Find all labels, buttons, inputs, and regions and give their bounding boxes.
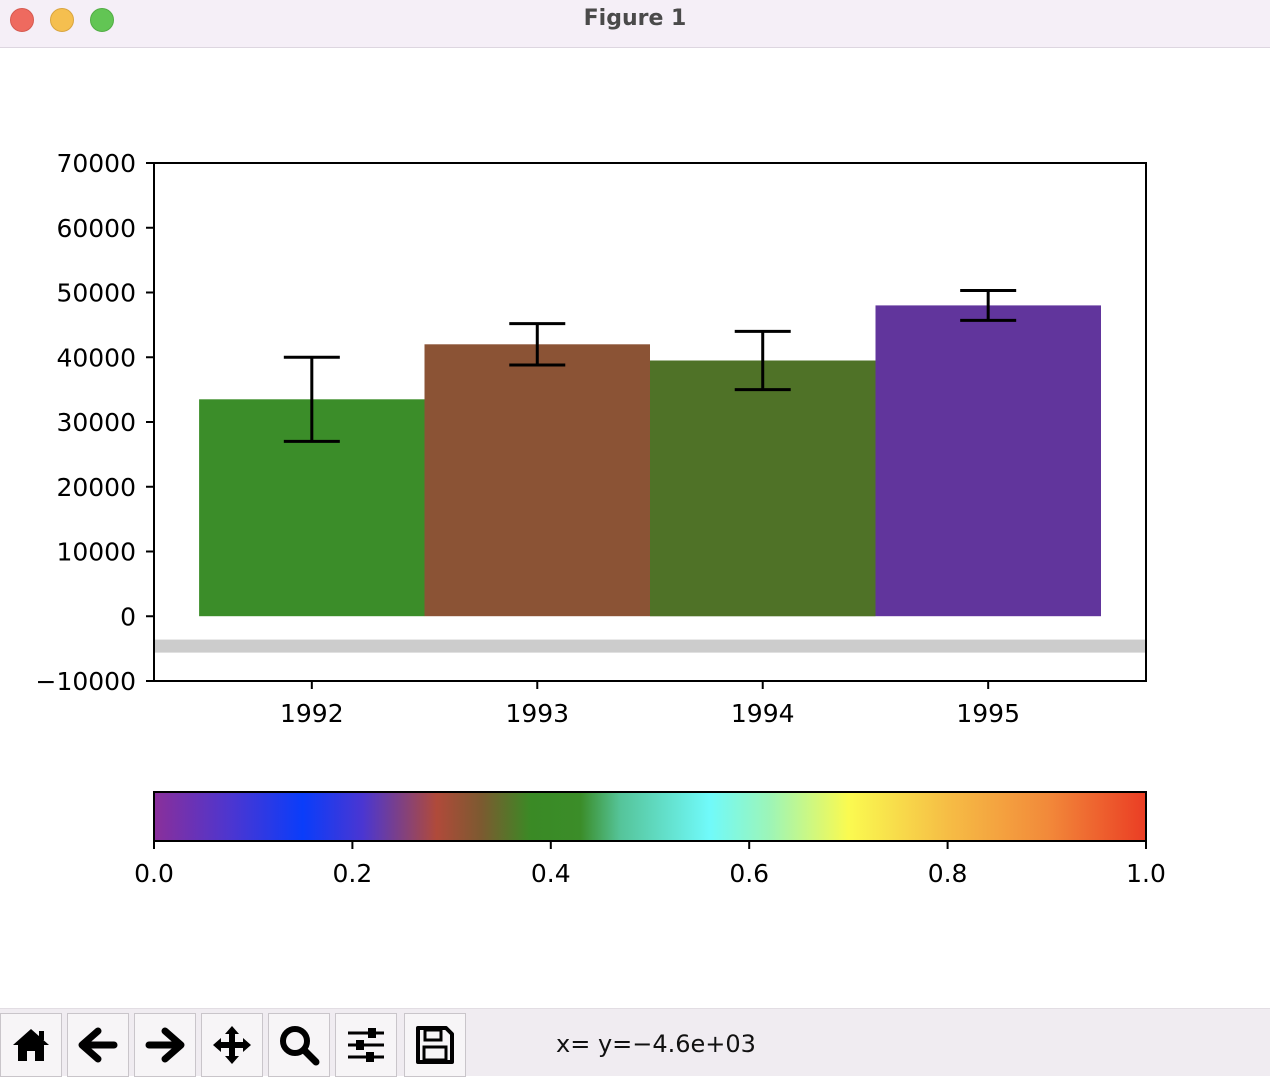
bars-layer	[199, 305, 1101, 617]
pan-button[interactable]	[201, 1013, 263, 1077]
y-tick-label: 40000	[56, 343, 136, 372]
configure-subplots-button[interactable]	[335, 1013, 397, 1077]
y-tick-label: 10000	[56, 538, 136, 567]
y-tick-label: 30000	[56, 408, 136, 437]
y-tick-label: 0	[120, 602, 136, 631]
maximize-window-button[interactable]	[90, 8, 114, 32]
minimize-window-button[interactable]	[50, 8, 74, 32]
colorbar-tick-label: 0.2	[333, 859, 373, 888]
x-tick-label: 1993	[505, 699, 569, 728]
error-bar-1993	[509, 322, 566, 367]
x-tick-label: 1995	[956, 699, 1020, 728]
colorbar-tick-label: 0.0	[134, 859, 174, 888]
band-layer	[154, 639, 1146, 653]
colorbar-axis: 0.0 0.2 0.4 0.6 0.8 1.0	[134, 841, 1166, 888]
zoom-icon	[280, 1026, 320, 1066]
colorbar-tick-label: 0.8	[928, 859, 968, 888]
y-axis: 70000 60000 50000 40000 30000 20000 10000 0 −100…	[36, 149, 154, 696]
error-bars-layer	[283, 289, 1017, 443]
horizontal-band	[154, 639, 1146, 653]
pan-icon	[213, 1026, 251, 1064]
window-title: Figure 1	[583, 6, 687, 31]
colorbar-tick-label: 0.4	[531, 859, 571, 888]
x-tick-label: 1992	[280, 699, 344, 728]
cursor-coordinates: x= y=−4.6e+03	[556, 1030, 756, 1058]
colorbar-tick-label: 1.0	[1126, 859, 1166, 888]
save-icon	[416, 1026, 454, 1064]
bar-1994	[650, 360, 876, 617]
zoom-button[interactable]	[268, 1013, 330, 1077]
back-button[interactable]	[67, 1013, 129, 1077]
home-icon	[13, 1029, 49, 1061]
y-tick-label: 20000	[56, 473, 136, 502]
save-button[interactable]	[404, 1013, 466, 1077]
colorbar	[153, 791, 1147, 842]
error-bar-1992	[283, 355, 340, 443]
bar-1995	[875, 305, 1101, 617]
close-window-button[interactable]	[10, 8, 34, 32]
bar-1993	[424, 344, 650, 617]
x-tick-label: 1994	[731, 699, 795, 728]
subplots-config-icon	[348, 1028, 384, 1062]
figure-canvas[interactable]: 70000 60000 50000 40000 30000 20000 10000 0 −100…	[0, 48, 1270, 1008]
window-titlebar: Figure 1	[0, 0, 1270, 48]
y-tick-label: −10000	[36, 667, 136, 696]
error-bar-1994	[734, 329, 791, 392]
forward-button[interactable]	[134, 1013, 196, 1077]
error-bar-1995	[960, 289, 1017, 322]
back-arrow-icon	[78, 1027, 118, 1063]
y-tick-label: 70000	[56, 149, 136, 178]
forward-arrow-icon	[145, 1027, 185, 1063]
y-tick-label: 50000	[56, 279, 136, 308]
y-tick-label: 60000	[56, 214, 136, 243]
colorbar-tick-label: 0.6	[729, 859, 769, 888]
home-button[interactable]	[0, 1013, 62, 1077]
x-axis: 1992 1993 1994 1995	[280, 681, 1020, 728]
